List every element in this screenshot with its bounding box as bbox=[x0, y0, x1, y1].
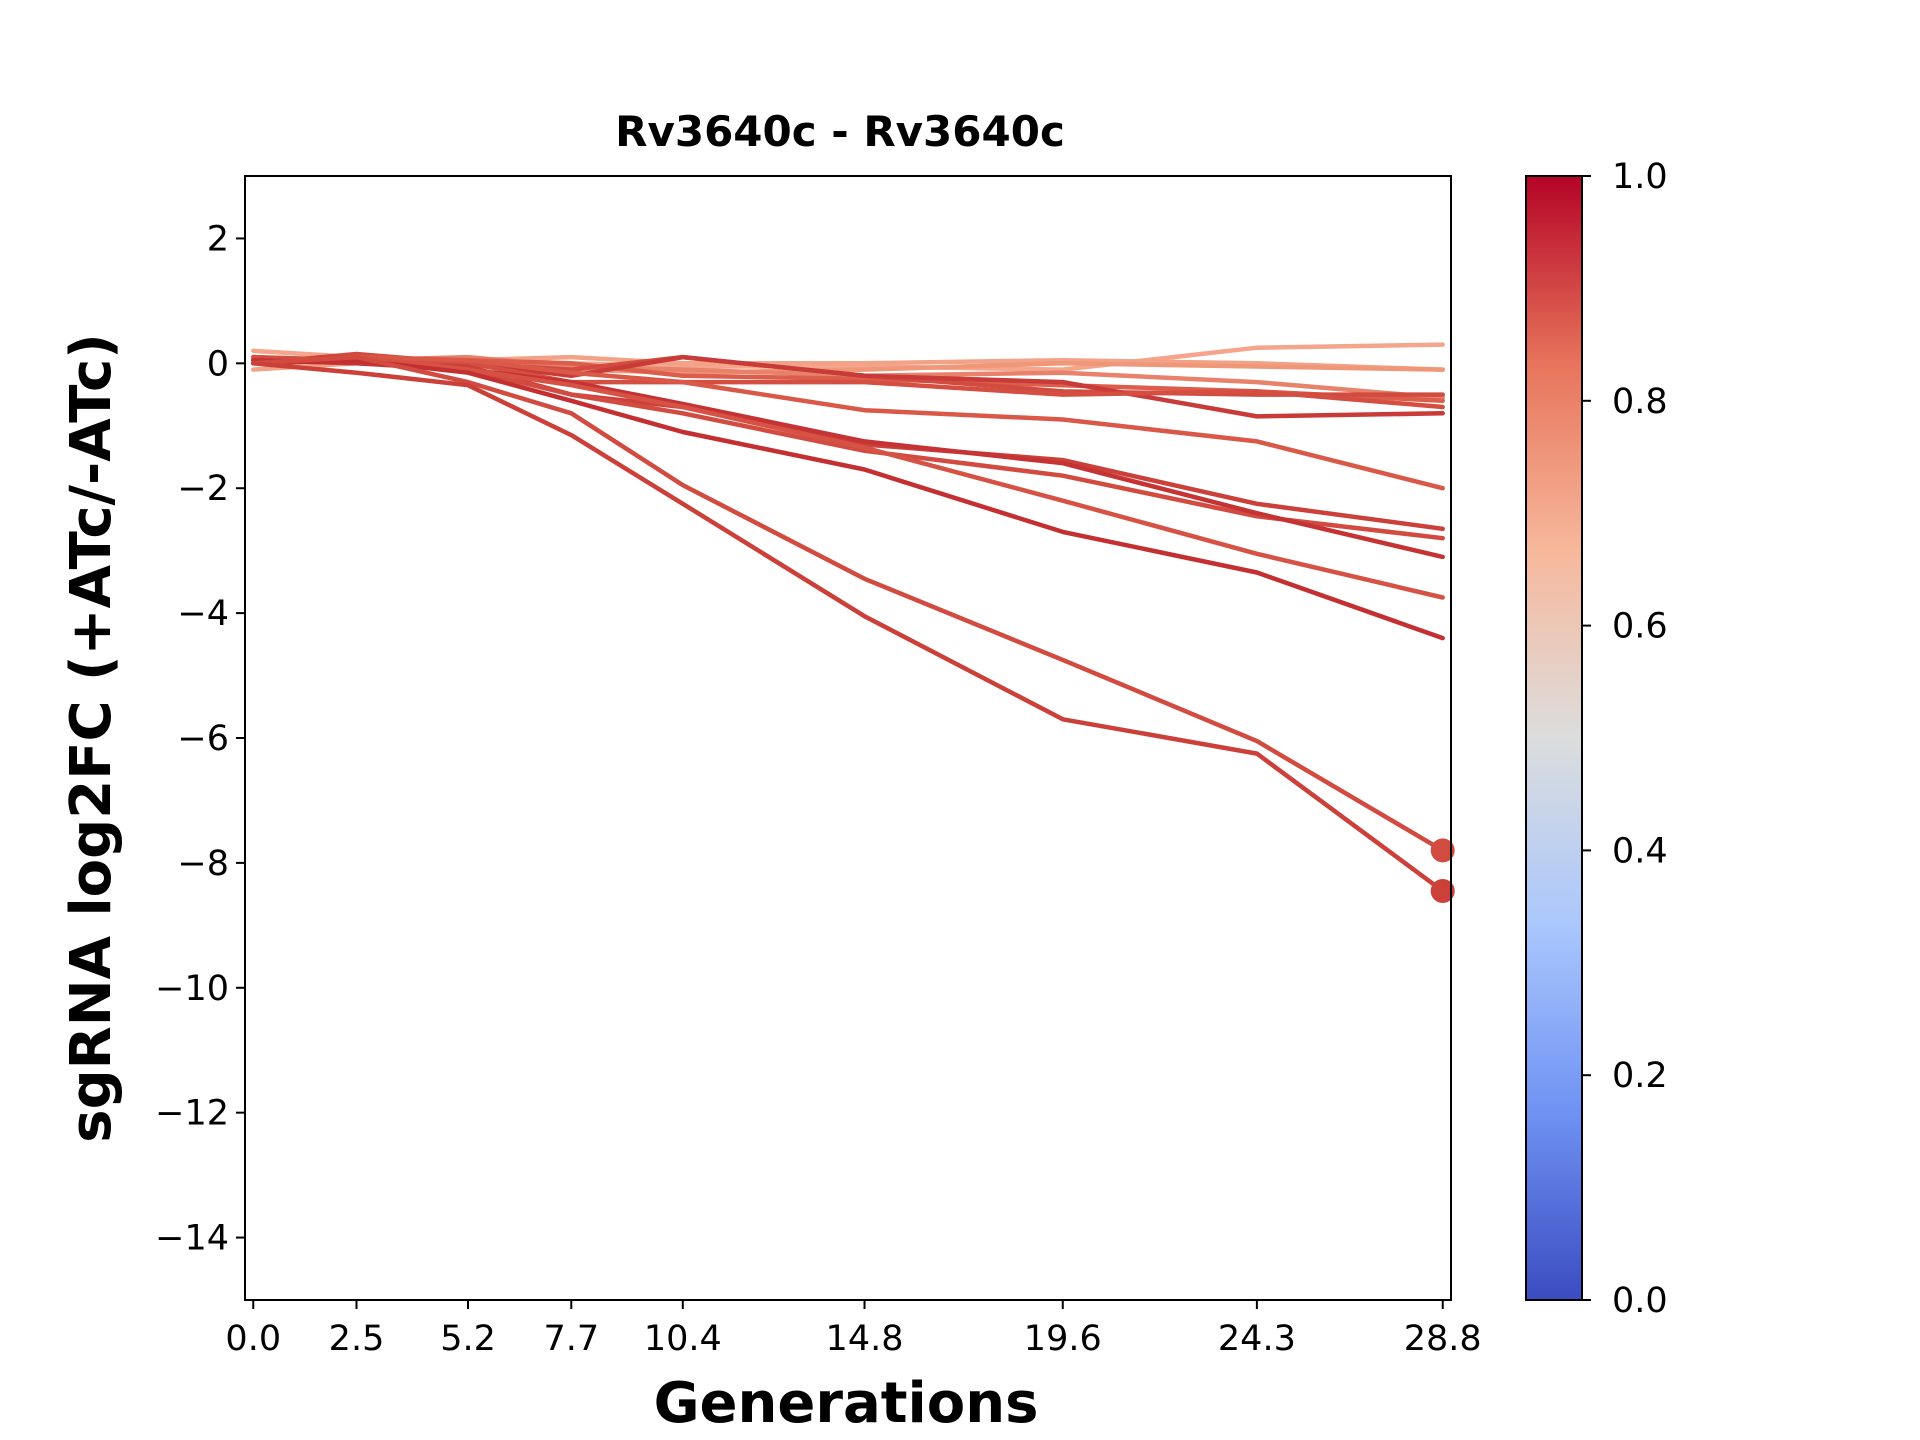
colorbar-tick-label: 0.0 bbox=[1612, 1281, 1668, 1321]
y-tick-label: −10 bbox=[155, 969, 229, 1009]
x-tick-label: 2.5 bbox=[329, 1319, 385, 1359]
x-axis: 0.0 2.5 5.2 7.7 10.4 14.8 19.6 24.3 28.8 bbox=[225, 1300, 1482, 1359]
series-line bbox=[251, 361, 1445, 894]
x-tick-label: 19.6 bbox=[1024, 1319, 1102, 1359]
colorbar-tick-label: 0.8 bbox=[1612, 382, 1668, 422]
y-tick-label: −6 bbox=[177, 719, 229, 759]
x-tick-label: 7.7 bbox=[543, 1319, 599, 1359]
chart-title: Rv3640c - Rv3640c bbox=[615, 107, 1065, 156]
series-end-marker bbox=[1430, 879, 1455, 903]
colorbar-tick-label: 1.0 bbox=[1612, 157, 1668, 197]
x-tick-label: 10.4 bbox=[644, 1319, 722, 1359]
series-line bbox=[251, 357, 1445, 641]
y-axis-label: sgRNA log2FC (+ATc/-ATc) bbox=[59, 333, 124, 1143]
plot-frame bbox=[244, 175, 1452, 1301]
colorbar-ticks: 0.0 0.2 0.4 0.6 0.8 1.0 bbox=[1582, 157, 1668, 1321]
colorbar-tick-label: 0.2 bbox=[1612, 1056, 1668, 1096]
y-tick-label: −2 bbox=[177, 469, 229, 509]
x-tick-label: 5.2 bbox=[440, 1319, 496, 1359]
colorbar-tick-label: 0.6 bbox=[1612, 607, 1668, 647]
series-line bbox=[251, 354, 1445, 491]
x-tick-label: 14.8 bbox=[826, 1319, 904, 1359]
series-line bbox=[251, 354, 1445, 853]
colorbar-gradient bbox=[1525, 175, 1583, 1301]
y-tick-label: −8 bbox=[177, 844, 229, 884]
y-tick-label: 2 bbox=[207, 219, 229, 259]
series-line bbox=[251, 354, 1445, 600]
colorbar: 0.0 0.2 0.4 0.6 0.8 1.0 bbox=[1525, 157, 1668, 1321]
y-tick-label: −14 bbox=[155, 1219, 229, 1259]
y-tick-label: 0 bbox=[207, 344, 229, 384]
x-tick-label: 28.8 bbox=[1404, 1319, 1482, 1359]
series-line bbox=[251, 357, 1445, 541]
x-tick-label: 24.3 bbox=[1218, 1319, 1296, 1359]
y-tick-label: −4 bbox=[177, 594, 229, 634]
plot-area bbox=[244, 175, 1455, 1301]
series-group bbox=[251, 342, 1455, 903]
colorbar-tick-label: 0.4 bbox=[1612, 831, 1668, 871]
x-axis-label: Generations bbox=[654, 1371, 1039, 1436]
y-tick-label: −12 bbox=[155, 1094, 229, 1134]
series-end-marker bbox=[1430, 838, 1455, 863]
y-axis: 2 0 −2 −4 −6 −8 −10 −12 −14 bbox=[155, 219, 245, 1259]
x-tick-label: 0.0 bbox=[225, 1319, 281, 1359]
